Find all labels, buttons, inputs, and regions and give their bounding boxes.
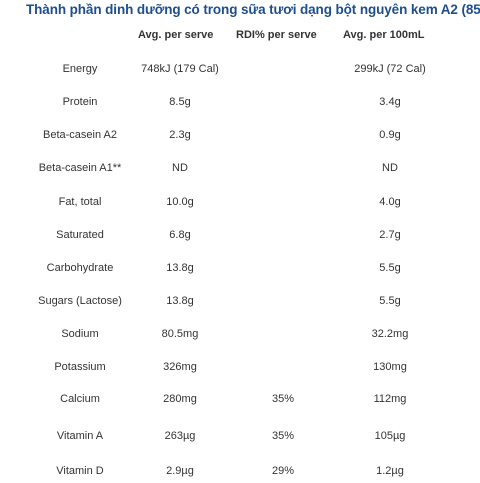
value-per-serve: 280mg xyxy=(163,393,197,405)
nutrient-name: Beta-casein A2 xyxy=(43,129,117,141)
value-rdi: 35% xyxy=(271,430,295,442)
table-row: Fat, total 10.0g 4.0g xyxy=(0,194,480,214)
value-per-serve: 8.5g xyxy=(169,96,191,108)
column-header-per-serve: Avg. per serve xyxy=(138,29,214,41)
table-row: Sodium 80.5mg 32.2mg xyxy=(0,326,480,346)
value-per-serve: 2.9µg xyxy=(166,465,194,477)
table-row: Sugars (Lactose) 13.8g 5.5g xyxy=(0,293,480,313)
nutrient-name: Sugars (Lactose) xyxy=(38,295,122,307)
table-row: Vitamin A 263µg 35% 105µg xyxy=(0,428,480,448)
value-per-100ml: 105µg xyxy=(374,430,406,442)
value-per-100ml: 130mg xyxy=(373,361,407,373)
nutrient-name: Protein xyxy=(62,96,98,108)
table-row: Carbohydrate 13.8g 5.5g xyxy=(0,260,480,280)
value-per-100ml: 299kJ (72 Cal) xyxy=(354,63,426,75)
nutrient-name: Vitamin A xyxy=(56,430,104,442)
table-row: Vitamin D 2.9µg 29% 1.2µg xyxy=(0,463,480,483)
value-per-serve: 748kJ (179 Cal) xyxy=(141,63,219,75)
nutrient-name: Sodium xyxy=(61,328,99,340)
value-per-100ml: 2.7g xyxy=(379,229,401,241)
value-per-serve: 263µg xyxy=(164,430,196,442)
value-per-100ml: 0.9g xyxy=(379,129,401,141)
nutrient-name: Potassium xyxy=(54,361,106,373)
value-rdi: 35% xyxy=(271,393,295,405)
value-per-serve: 13.8g xyxy=(166,295,194,307)
value-per-100ml: 5.5g xyxy=(379,262,401,274)
value-per-serve: 80.5mg xyxy=(161,328,199,340)
value-per-serve: ND xyxy=(172,162,188,174)
value-per-100ml: 5.5g xyxy=(379,295,401,307)
nutrient-name: Beta-casein A1** xyxy=(38,162,122,174)
nutrient-name: Carbohydrate xyxy=(46,262,114,274)
nutrient-name: Energy xyxy=(62,63,98,75)
table-row: Calcium 280mg 35% 112mg xyxy=(0,391,480,411)
column-header-per-100ml: Avg. per 100mL xyxy=(343,29,425,41)
value-per-100ml: 32.2mg xyxy=(371,328,409,340)
value-per-serve: 2.3g xyxy=(169,129,191,141)
table-row: Beta-casein A2 2.3g 0.9g xyxy=(0,127,480,147)
value-per-serve: 10.0g xyxy=(166,196,194,208)
table-row: Potassium 326mg 130mg xyxy=(0,359,480,379)
nutrient-name: Saturated xyxy=(56,229,104,241)
table-row: Saturated 6.8g 2.7g xyxy=(0,227,480,247)
value-per-serve: 6.8g xyxy=(169,229,191,241)
page-title: Thành phần dinh dưỡng có trong sữa tươi … xyxy=(26,2,480,17)
value-per-100ml: 112mg xyxy=(373,393,407,405)
table-row: Energy 748kJ (179 Cal) 299kJ (72 Cal) xyxy=(0,61,480,81)
value-per-100ml: ND xyxy=(382,162,398,174)
table-row: Beta-casein A1** ND ND xyxy=(0,160,480,180)
value-per-100ml: 4.0g xyxy=(379,196,401,208)
nutrient-name: Calcium xyxy=(60,393,100,405)
value-per-serve: 13.8g xyxy=(166,262,194,274)
nutrient-name: Vitamin D xyxy=(56,465,104,477)
value-per-100ml: 1.2µg xyxy=(376,465,404,477)
nutrient-name: Fat, total xyxy=(58,196,102,208)
column-header-rdi: RDI% per serve xyxy=(236,29,317,41)
table-row: Protein 8.5g 3.4g xyxy=(0,94,480,114)
value-per-100ml: 3.4g xyxy=(379,96,401,108)
value-rdi: 29% xyxy=(271,465,295,477)
value-per-serve: 326mg xyxy=(163,361,197,373)
